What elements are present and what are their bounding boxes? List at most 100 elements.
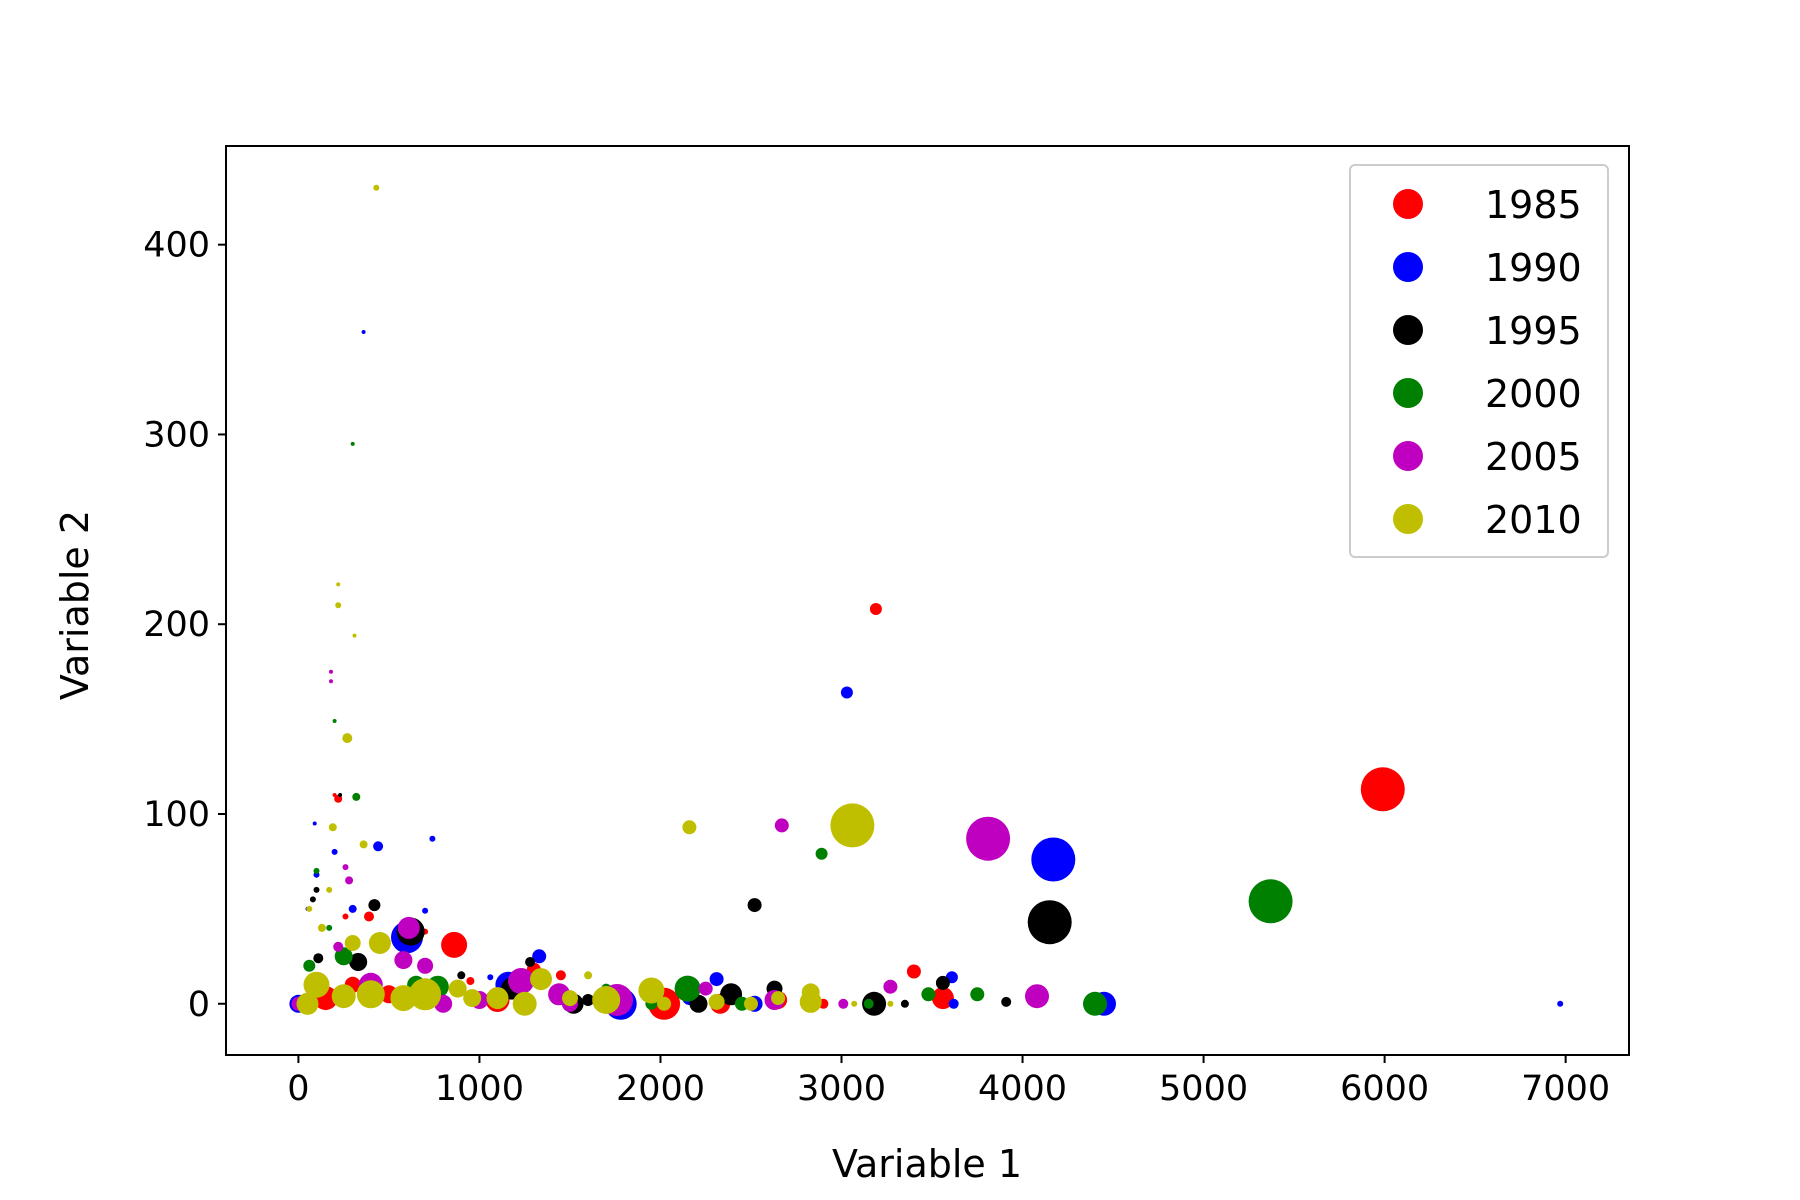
- data-point: [555, 970, 566, 981]
- y-tick-label: 300: [143, 415, 210, 455]
- legend-marker-1995: [1393, 315, 1423, 345]
- data-point: [342, 864, 349, 871]
- data-point: [313, 867, 320, 874]
- data-point: [368, 932, 391, 954]
- data-points: [289, 184, 1564, 1020]
- data-point: [463, 989, 482, 1008]
- y-tick-label: 200: [143, 605, 210, 645]
- legend-marker-2005: [1393, 441, 1423, 471]
- data-point: [966, 816, 1011, 861]
- data-point: [674, 975, 701, 1002]
- data-point: [350, 441, 355, 446]
- x-tick-label: 7000: [1521, 1069, 1610, 1109]
- data-point: [356, 980, 385, 1009]
- data-point: [448, 979, 467, 998]
- y-tick-label: 400: [143, 226, 210, 266]
- data-point: [799, 990, 822, 1013]
- data-point: [429, 835, 436, 842]
- data-point: [328, 823, 337, 832]
- data-point: [747, 898, 762, 913]
- legend: 1985 1990 1995 2000 2005 2010: [1349, 164, 1609, 558]
- data-point: [657, 996, 672, 1011]
- data-point: [332, 793, 337, 797]
- data-point: [329, 679, 333, 684]
- x-axis-label: Variable 1: [832, 1142, 1022, 1186]
- y-axis-label: Variable 2: [53, 510, 97, 700]
- data-point: [935, 975, 950, 990]
- data-point: [840, 686, 853, 699]
- data-point: [1248, 879, 1293, 924]
- data-point: [331, 848, 338, 855]
- data-point: [638, 977, 665, 1004]
- data-point: [1360, 767, 1405, 812]
- data-point: [361, 330, 366, 334]
- data-point: [887, 1000, 894, 1007]
- x-tick-label: 4000: [978, 1069, 1067, 1109]
- series-2010: [296, 184, 894, 1016]
- legend-label-2000: 2000: [1485, 372, 1582, 416]
- y-tick-label: 0: [188, 985, 210, 1025]
- data-point: [698, 981, 713, 996]
- data-point: [332, 719, 337, 723]
- data-point: [532, 949, 547, 964]
- data-point: [487, 974, 494, 981]
- data-point: [334, 947, 353, 966]
- legend-label-1995: 1995: [1485, 309, 1582, 353]
- data-point: [838, 998, 849, 1009]
- data-point: [336, 582, 341, 587]
- data-point: [1025, 984, 1049, 1009]
- data-point: [422, 907, 429, 914]
- x-tick-label: 5000: [1159, 1069, 1248, 1109]
- x-tick-label: 0: [287, 1069, 309, 1109]
- data-point: [851, 1000, 858, 1007]
- data-point: [335, 602, 342, 609]
- x-axis-ticks: 0 1000 2000 3000 4000 5000 6000 7000: [287, 1055, 1610, 1109]
- legend-marker-1985: [1393, 189, 1423, 219]
- data-point: [394, 951, 413, 970]
- data-point: [921, 987, 936, 1002]
- legend-label-1990: 1990: [1485, 246, 1582, 290]
- data-point: [303, 959, 316, 972]
- data-point: [562, 990, 578, 1007]
- data-point: [312, 821, 317, 826]
- data-point: [486, 987, 509, 1010]
- legend-label-2010: 2010: [1485, 498, 1582, 542]
- data-point: [508, 968, 535, 994]
- data-point: [409, 978, 442, 1011]
- data-point: [744, 996, 758, 1011]
- data-point: [1557, 1000, 1564, 1007]
- legend-marker-2000: [1393, 378, 1423, 408]
- data-point: [682, 820, 697, 835]
- data-point: [1083, 991, 1107, 1016]
- data-point: [863, 998, 874, 1009]
- data-point: [373, 184, 380, 191]
- x-tick-label: 2000: [616, 1069, 705, 1109]
- data-point: [1027, 900, 1072, 945]
- data-point: [364, 911, 374, 922]
- data-point: [862, 991, 887, 1016]
- data-point: [345, 876, 354, 885]
- data-point: [900, 999, 909, 1008]
- data-point: [582, 994, 595, 1006]
- data-point: [349, 953, 368, 971]
- data-point: [948, 998, 959, 1009]
- data-point: [883, 979, 898, 994]
- data-point: [869, 603, 882, 615]
- data-point: [441, 931, 468, 958]
- data-point: [368, 899, 381, 912]
- legend-marker-2010: [1393, 504, 1423, 534]
- legend-label-1985: 1985: [1485, 183, 1582, 227]
- data-point: [338, 793, 343, 797]
- data-point: [457, 971, 466, 980]
- data-point: [342, 733, 353, 744]
- data-point: [525, 957, 536, 967]
- data-point: [1031, 837, 1076, 882]
- data-point: [352, 633, 357, 638]
- data-point: [390, 985, 417, 1012]
- data-point: [830, 803, 875, 848]
- data-point: [309, 896, 316, 903]
- data-point: [815, 847, 828, 860]
- data-point: [296, 992, 319, 1015]
- x-tick-label: 3000: [797, 1069, 886, 1109]
